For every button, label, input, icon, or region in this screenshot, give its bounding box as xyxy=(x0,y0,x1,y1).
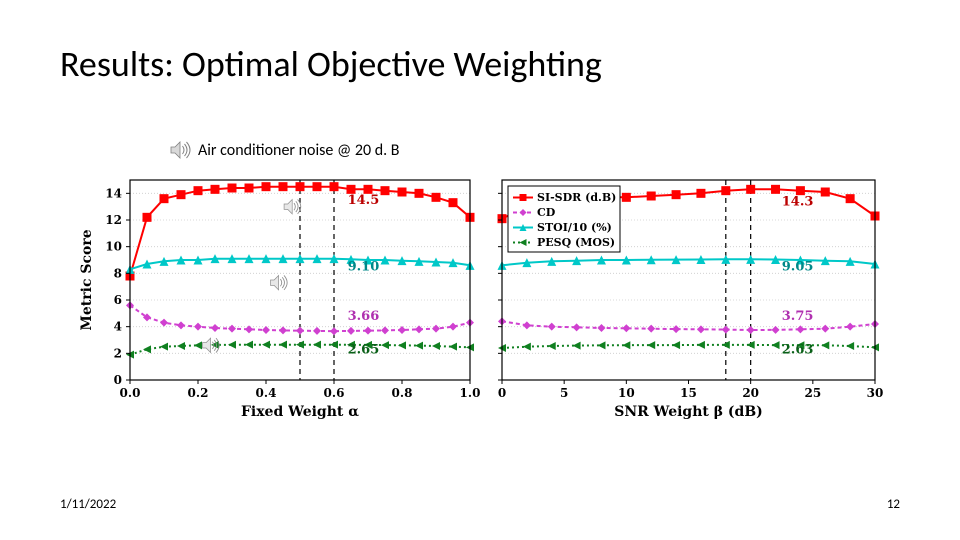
svg-text:2: 2 xyxy=(114,346,122,360)
footer-date: 1/11/2022 xyxy=(60,497,116,512)
svg-text:5: 5 xyxy=(560,386,568,400)
svg-text:0.4: 0.4 xyxy=(256,386,277,400)
svg-text:12: 12 xyxy=(105,213,122,227)
svg-text:30: 30 xyxy=(867,386,884,400)
svg-text:0.6: 0.6 xyxy=(324,386,345,400)
svg-text:14.3: 14.3 xyxy=(782,194,814,209)
svg-text:2.65: 2.65 xyxy=(348,342,380,357)
svg-text:1.0: 1.0 xyxy=(460,386,480,400)
svg-text:6: 6 xyxy=(114,293,122,307)
left-chart: 0.0 0.2 0.4 0.6 0.8 1.0 0 2 4 6 8 10 12 14 Fixed Weigh… xyxy=(75,172,480,427)
svg-text:8: 8 xyxy=(114,266,122,280)
subtitle-text: Air conditioner noise @ 20 d. B xyxy=(198,141,399,160)
svg-text:2.63: 2.63 xyxy=(782,342,814,357)
svg-text:0.8: 0.8 xyxy=(392,386,413,400)
subtitle-row: Air conditioner noise @ 20 d. B xyxy=(170,140,399,160)
svg-text:Fixed Weight α: Fixed Weight α xyxy=(241,404,359,420)
svg-text:0.2: 0.2 xyxy=(188,386,209,400)
svg-text:0.0: 0.0 xyxy=(120,386,141,400)
svg-text:SI-SDR (d.B): SI-SDR (d.B) xyxy=(537,191,616,204)
slide: Results: Optimal Objective Weighting Air… xyxy=(0,0,960,540)
svg-text:3.66: 3.66 xyxy=(348,309,380,324)
svg-text:15: 15 xyxy=(680,386,697,400)
svg-text:14: 14 xyxy=(105,186,122,200)
footer-page: 12 xyxy=(887,497,900,512)
svg-text:9.10: 9.10 xyxy=(348,260,380,275)
charts-row: 0.0 0.2 0.4 0.6 0.8 1.0 0 2 4 6 8 10 12 14 Fixed Weigh… xyxy=(75,172,885,427)
svg-text:Metric Score: Metric Score xyxy=(79,229,95,330)
svg-text:14.5: 14.5 xyxy=(348,193,380,208)
svg-text:4: 4 xyxy=(114,320,122,334)
svg-text:0: 0 xyxy=(498,386,506,400)
svg-text:PESQ (MOS): PESQ (MOS) xyxy=(537,236,615,249)
svg-text:10: 10 xyxy=(618,386,635,400)
speaker-icon xyxy=(170,140,192,160)
svg-text:3.75: 3.75 xyxy=(782,309,814,324)
svg-text:25: 25 xyxy=(804,386,821,400)
right-chart: 0 5 10 15 20 25 30 SNR Weight β (dB) 14.3 9.05 3.7… xyxy=(480,172,885,427)
svg-text:20: 20 xyxy=(742,386,759,400)
svg-text:10: 10 xyxy=(105,240,122,254)
page-title: Results: Optimal Objective Weighting xyxy=(60,42,602,86)
svg-text:0: 0 xyxy=(114,373,122,387)
svg-text:SNR Weight β (dB): SNR Weight β (dB) xyxy=(614,404,763,420)
svg-text:STOI/10 (%): STOI/10 (%) xyxy=(537,221,612,234)
svg-text:CD: CD xyxy=(537,206,556,219)
svg-text:9.05: 9.05 xyxy=(782,260,814,275)
